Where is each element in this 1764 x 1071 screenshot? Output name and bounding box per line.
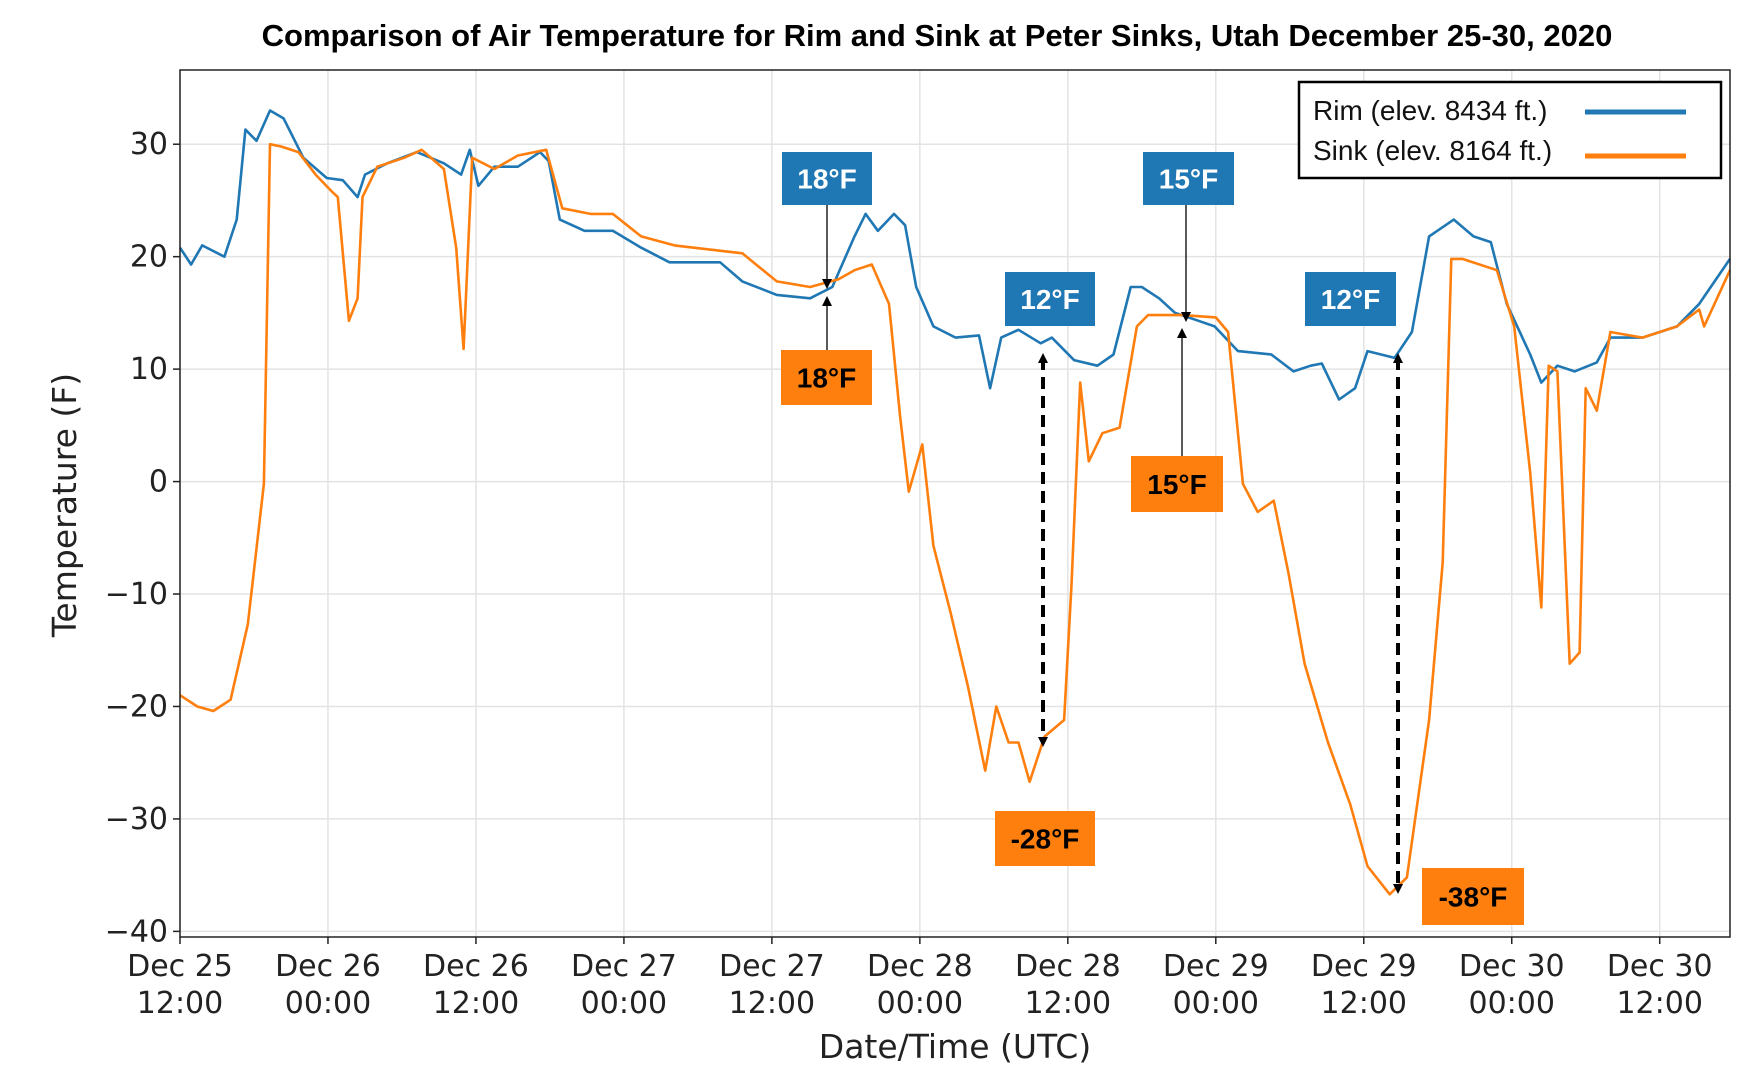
annotation-box-sink-38: [1422, 868, 1524, 925]
x-tick-label: Dec 26: [275, 949, 381, 984]
annotation-label-rim-15: 15°F: [1159, 164, 1218, 195]
x-tick-label: Dec 28: [867, 949, 973, 984]
y-tick-label: 20: [130, 240, 168, 275]
x-tick-label: Dec 25: [127, 949, 233, 984]
x-tick-label: 00:00: [581, 986, 667, 1021]
annotation-label-rim-12a: 12°F: [1020, 284, 1079, 315]
annotation-box-rim-15: [1143, 152, 1234, 205]
x-tick-label: Dec 26: [423, 949, 529, 984]
annotation-label-rim-12b: 12°F: [1321, 284, 1380, 315]
legend-label-sink: Sink (elev. 8164 ft.): [1313, 135, 1552, 166]
x-tick-label: Dec 30: [1459, 949, 1565, 984]
y-tick-label: −30: [105, 802, 168, 837]
series-line-sink: [179, 142, 1732, 896]
annotation-box-sink-15: [1131, 456, 1223, 512]
x-tick-label: Dec 27: [719, 949, 825, 984]
y-tick-label: 10: [130, 352, 168, 387]
annotation-label-rim-18: 18°F: [797, 164, 856, 195]
x-axis-label: Date/Time (UTC): [819, 1027, 1091, 1066]
y-tick-label: 30: [130, 127, 168, 162]
annotation-box-rim-18: [782, 152, 872, 205]
x-tick-label: 12:00: [1616, 986, 1702, 1021]
annotation-label-sink-18: 18°F: [797, 363, 856, 394]
annotation-box-sink-28: [995, 811, 1095, 866]
x-tick-label: 00:00: [1469, 986, 1555, 1021]
annotation-label-sink-15: 15°F: [1147, 469, 1206, 500]
x-tick-label: 00:00: [877, 986, 963, 1021]
x-tick-label: 12:00: [1025, 986, 1111, 1021]
x-tick-label: Dec 29: [1311, 949, 1417, 984]
y-tick-label: −40: [105, 914, 168, 949]
x-tick-label: Dec 28: [1015, 949, 1121, 984]
grid: [179, 70, 1730, 937]
y-axis-ticks: 30 20 10 0 −10 −20 −30 −40: [105, 127, 180, 949]
x-tick-label: 00:00: [1173, 986, 1259, 1021]
annotation-label-sink-28: -28°F: [1011, 824, 1080, 855]
annotations: 18°F 18°F 12°F 15°F 15°F 12°F -28°F -38°F: [781, 152, 1524, 925]
annotation-label-sink-38: -38°F: [1439, 882, 1508, 913]
x-tick-label: 12:00: [433, 986, 519, 1021]
plot-frame: [179, 69, 1731, 938]
legend-box: [1297, 80, 1723, 180]
x-tick-label: Dec 27: [571, 949, 677, 984]
x-tick-label: Dec 29: [1163, 949, 1269, 984]
x-tick-label: 00:00: [285, 986, 371, 1021]
x-tick-label: 12:00: [1321, 986, 1407, 1021]
x-tick-label: 12:00: [729, 986, 815, 1021]
annotation-box-rim-12b: [1305, 272, 1396, 326]
y-axis-label: Temperature (F): [45, 373, 84, 638]
y-tick-label: 0: [149, 465, 168, 500]
x-tick-label: 12:00: [137, 986, 223, 1021]
series-lines: [178, 109, 1732, 896]
annotation-box-rim-12a: [1005, 272, 1095, 326]
y-tick-label: −20: [105, 689, 168, 724]
x-tick-label: Dec 30: [1607, 949, 1713, 984]
legend: Rim (elev. 8434 ft.) Sink (elev. 8164 ft…: [1297, 80, 1723, 180]
annotation-box-sink-18: [781, 350, 872, 405]
legend-label-rim: Rim (elev. 8434 ft.): [1313, 95, 1547, 126]
y-tick-label: −10: [105, 577, 168, 612]
chart-title: Comparison of Air Temperature for Rim an…: [262, 18, 1613, 53]
